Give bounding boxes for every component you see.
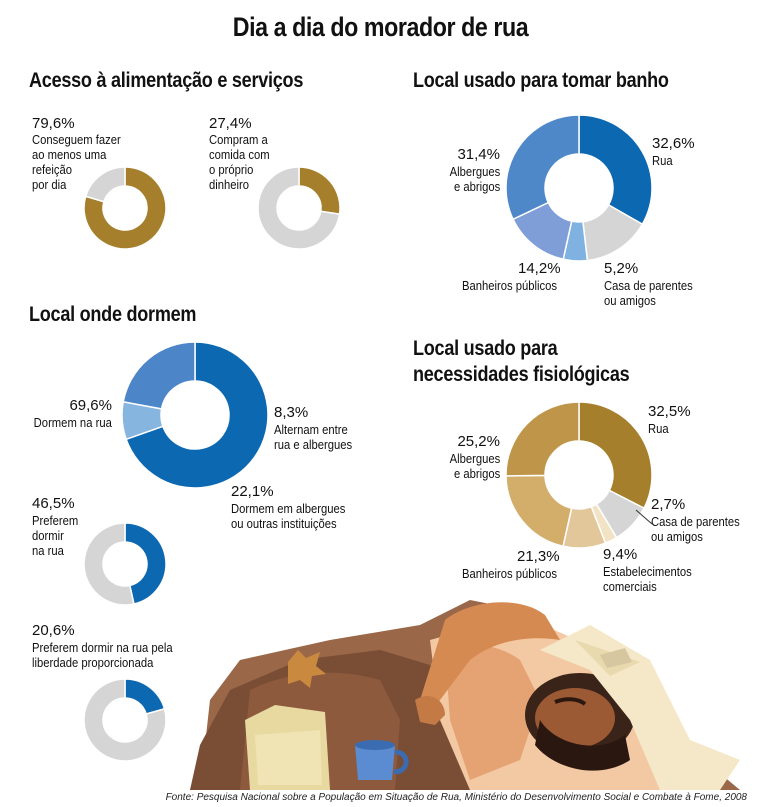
bath-public-label: Banheiros públicos: [462, 279, 558, 293]
sleeping-person-illustration: [190, 600, 740, 790]
donut-chart-3: [121, 341, 269, 489]
prefer-freedom-pct: 20,6%: [32, 622, 75, 639]
sleep-shelter-pct: 22,1%: [231, 483, 274, 500]
needs-commercial-pct: 9,4%: [603, 546, 638, 563]
bath-street-pct: 32,6%: [652, 135, 695, 152]
donut-chart-4: [83, 522, 167, 606]
donut-1-slice-1: [257, 166, 341, 250]
bath-family-label: Casa de parentes ou amigos: [604, 279, 693, 308]
donut-0-slice-0: [83, 166, 167, 250]
donut-chart-6: [505, 401, 653, 549]
prefer-street-pct: 46,5%: [32, 495, 75, 512]
sleep-shelter-label: Dormem em albergues ou outras instituiçõ…: [231, 502, 346, 531]
needs-street-pct: 32,5%: [648, 403, 691, 420]
section-title-food: Acesso à alimentação e serviços: [29, 69, 304, 92]
needs-commercial-label: Estabelecimentos comerciais: [603, 565, 692, 594]
donut-chart-1: [257, 166, 341, 250]
donut-3-slice-0: [125, 341, 269, 489]
prefer-freedom-label: Preferem dormir na rua pela liberdade pr…: [32, 641, 173, 670]
donut-6-slice-0: [578, 401, 653, 510]
donut-chart-2: [505, 114, 653, 262]
section-title-bath: Local usado para tomar banho: [413, 69, 669, 92]
sleep-street-label: Dormem na rua: [33, 416, 112, 430]
donut-4-slice-0: [124, 522, 167, 605]
needs-shelter-pct: 25,2%: [457, 433, 500, 450]
needs-family-pct: 2,7%: [651, 496, 686, 513]
donut-2-slice-4: [505, 114, 580, 221]
section-title-needs-1: Local usado para: [413, 337, 558, 360]
food-meal-label: Conseguem fazer ao menos uma refeição po…: [32, 133, 121, 192]
sleep-alternate-pct: 8,3%: [274, 404, 309, 421]
donut-5-slice-0: [124, 678, 166, 715]
section-title-needs-2: necessidades fisiológicas: [413, 363, 630, 386]
donut-2-slice-0: [578, 114, 653, 226]
donut-6-slice-4: [505, 474, 573, 548]
food-buy-pct: 27,4%: [209, 115, 252, 132]
donut-1-slice-0: [298, 166, 341, 216]
sleep-alternate-label: Alternam entre rua e albergues: [274, 423, 353, 452]
page-title: Dia a dia do morador de rua: [232, 12, 529, 42]
food-buy-label: Compram a comida com o próprio dinheiro: [209, 133, 270, 192]
donut-chart-5: [83, 678, 167, 762]
donut-6-slice-5: [505, 401, 580, 477]
bath-shelter-label: Albergues e abrigos: [449, 165, 500, 194]
donut-chart-0: [83, 166, 167, 250]
donut-5-slice-1: [83, 678, 167, 762]
needs-family-leader-line: [635, 509, 653, 525]
section-title-sleep: Local onde dormem: [29, 303, 197, 326]
needs-street-label: Rua: [648, 422, 669, 436]
bath-family-pct: 5,2%: [604, 260, 639, 277]
bath-shelter-pct: 31,4%: [457, 146, 500, 163]
bath-street-label: Rua: [652, 154, 673, 168]
sleep-street-pct: 69,6%: [69, 397, 112, 414]
needs-family-label: Casa de parentes ou amigos: [651, 515, 740, 544]
needs-public-label: Banheiros públicos: [462, 567, 558, 581]
source-note: Fonte: Pesquisa Nacional sobre a Populaç…: [165, 792, 747, 803]
prefer-street-label: Preferem dormir na rua: [32, 514, 79, 558]
donut-0-slice-1: [84, 166, 126, 203]
needs-public-pct: 21,3%: [517, 548, 560, 565]
food-meal-pct: 79,6%: [32, 115, 75, 132]
needs-shelter-label: Albergues e abrigos: [449, 452, 500, 481]
bath-public-pct: 14,2%: [518, 260, 561, 277]
donut-3-slice-2: [122, 341, 196, 410]
donut-4-slice-1: [83, 522, 135, 606]
